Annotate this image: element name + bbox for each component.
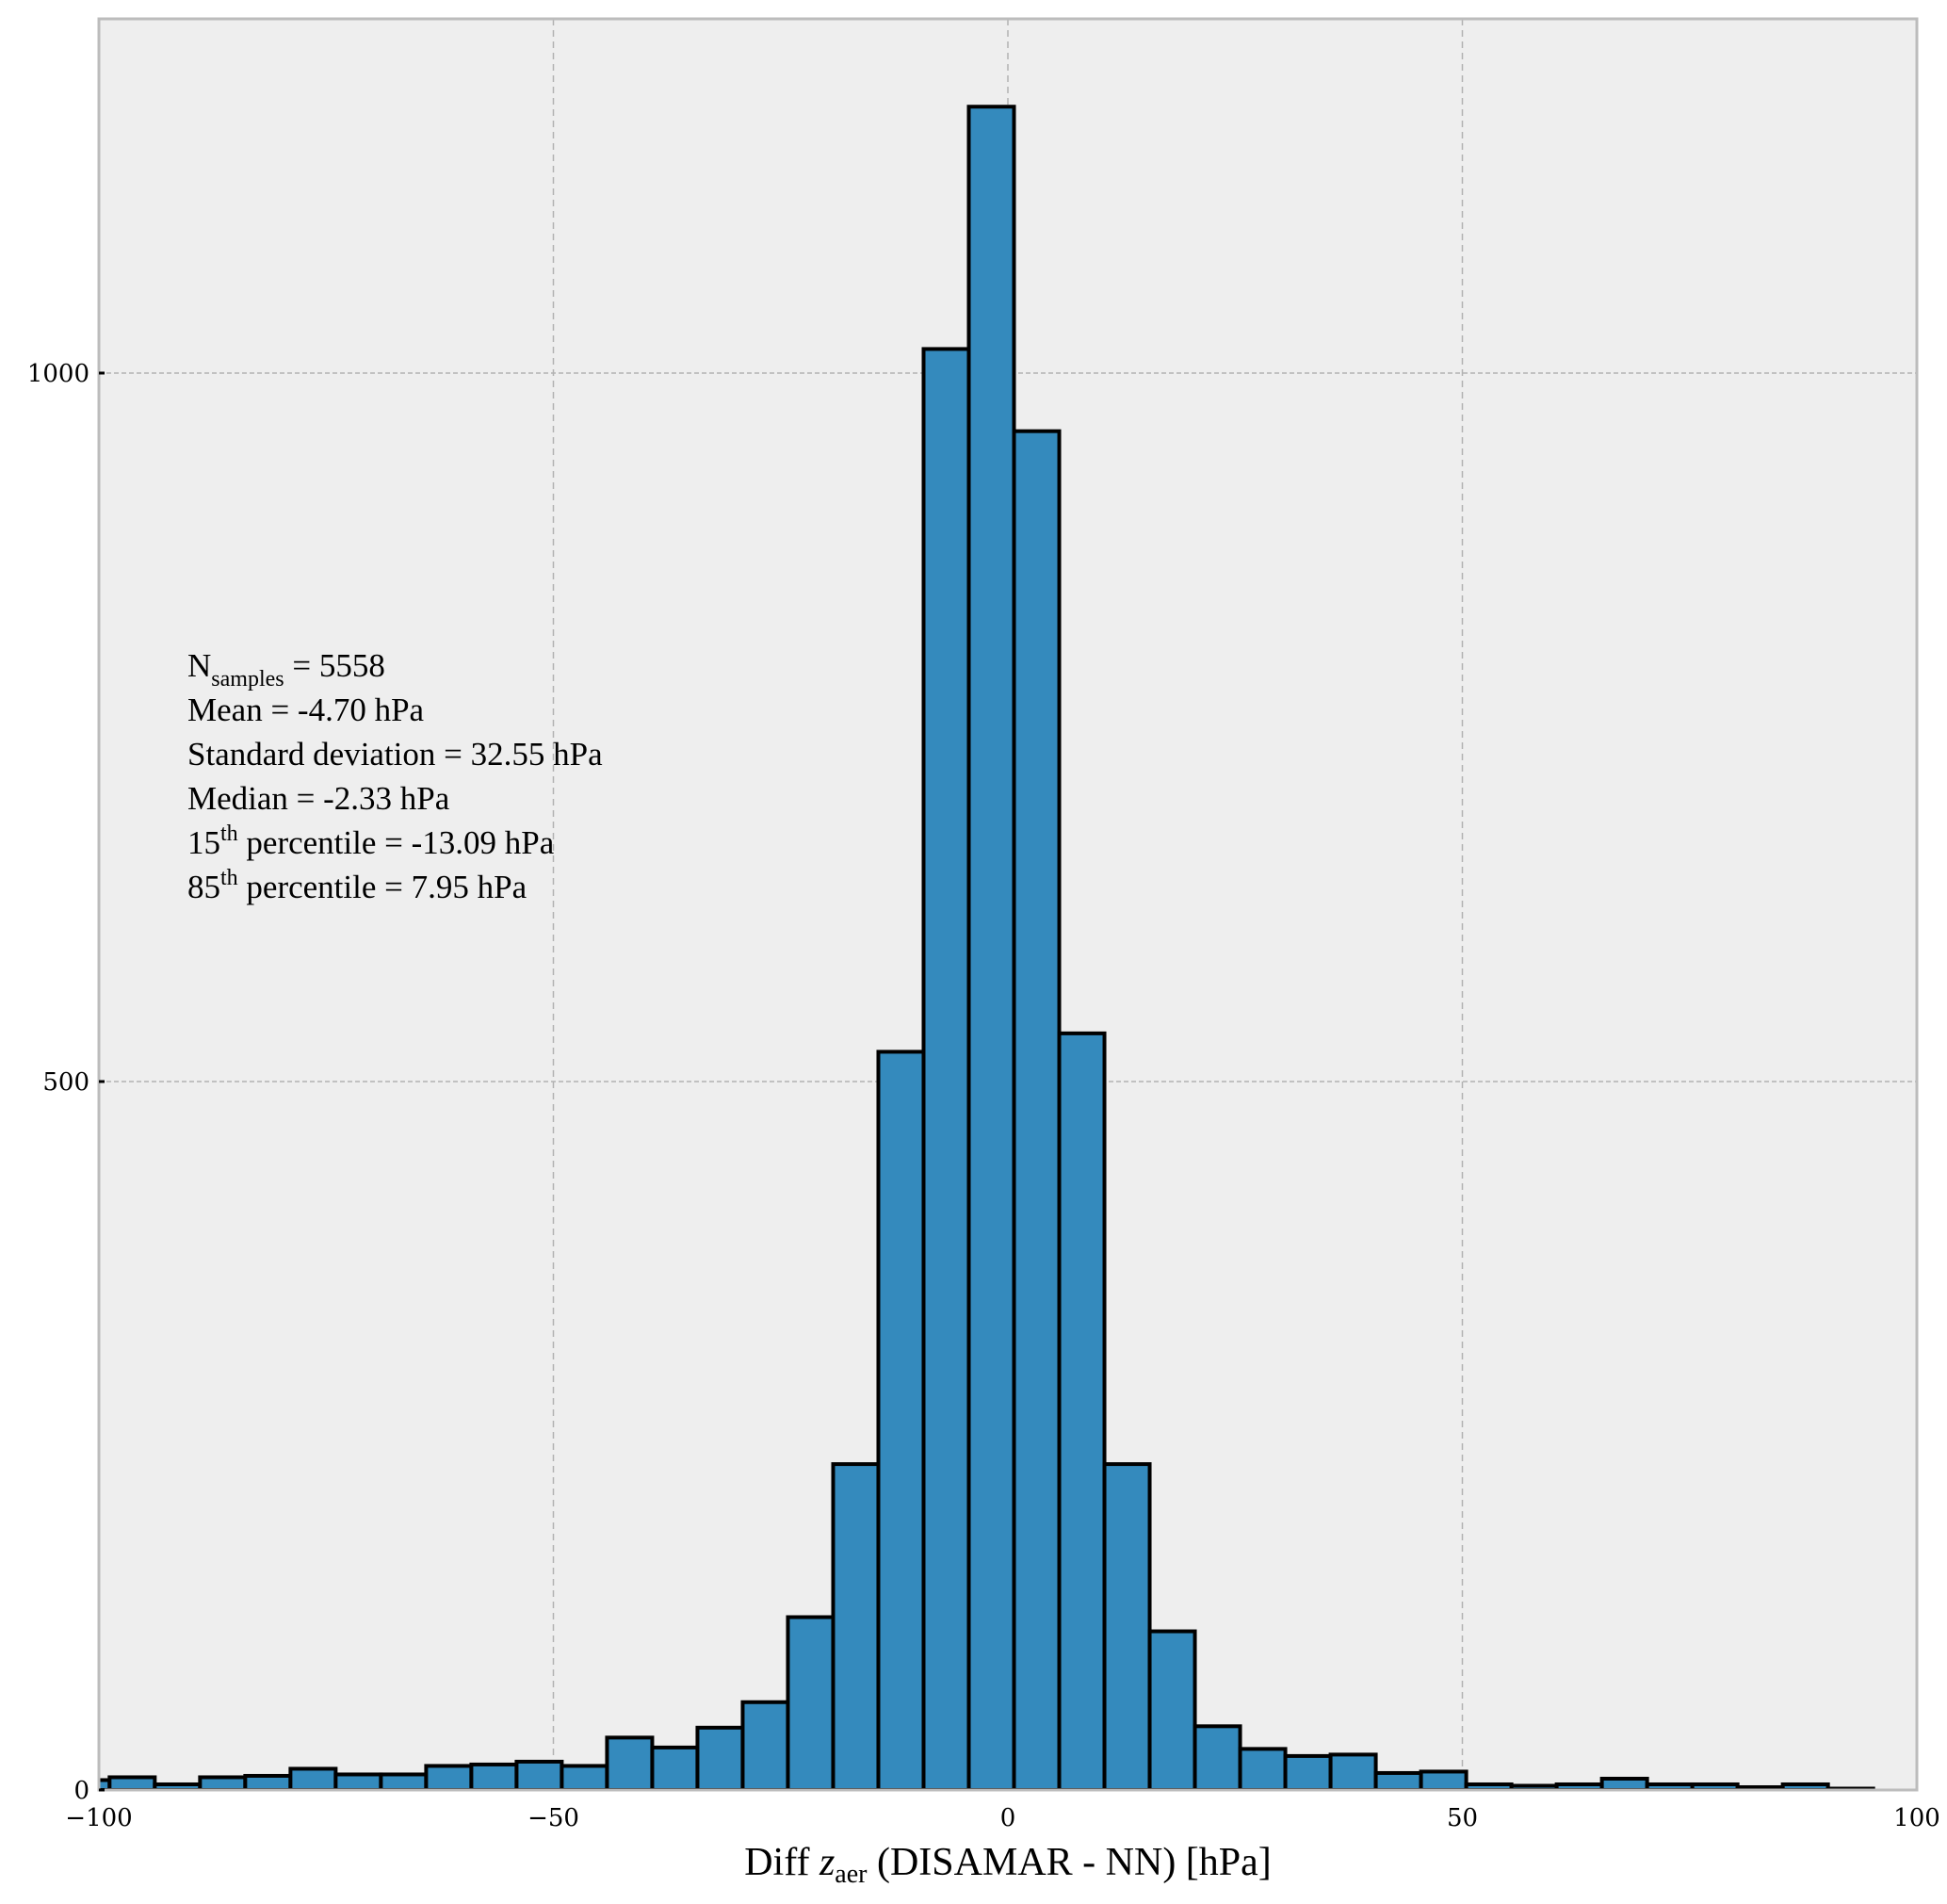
- histogram-bar: [107, 1775, 157, 1790]
- stat-n-samples: Nsamples = 5558: [187, 647, 385, 692]
- y-tick-label: 500: [42, 1068, 89, 1097]
- y-tick-label: 1000: [27, 360, 89, 388]
- histogram-bar: [1147, 1629, 1197, 1790]
- stat-mean: Mean = -4.70 hPa: [187, 692, 425, 728]
- histogram-bar: [243, 1773, 293, 1790]
- histogram-bar: [966, 105, 1016, 1790]
- histogram-bar: [1283, 1753, 1333, 1790]
- y-tick-label: 0: [73, 1777, 89, 1805]
- histogram-bar: [1057, 1031, 1107, 1790]
- stat-p85: 85th percentile = 7.95 hPa: [187, 866, 527, 905]
- histogram-bar: [786, 1615, 836, 1790]
- x-tick-label: −50: [527, 1804, 579, 1832]
- histogram-bar: [1238, 1747, 1288, 1790]
- histogram-bar: [1373, 1770, 1423, 1790]
- histogram-bar: [1419, 1769, 1468, 1790]
- bars: [99, 105, 1875, 1790]
- histogram-bar: [1328, 1752, 1378, 1790]
- x-tick-label: −100: [65, 1804, 132, 1832]
- histogram-bar: [288, 1766, 338, 1790]
- histogram-bar: [876, 1050, 926, 1790]
- plot-frame: [97, 17, 1919, 1792]
- histogram-bar: [469, 1762, 519, 1790]
- histogram-bar: [650, 1745, 700, 1790]
- stat-median: Median = -2.33 hPa: [187, 780, 450, 817]
- histogram-bar: [695, 1725, 745, 1790]
- x-tick-label: 0: [1000, 1804, 1016, 1832]
- histogram-bar: [424, 1764, 474, 1790]
- histogram-bar: [740, 1700, 790, 1790]
- histogram-bar: [1193, 1724, 1242, 1790]
- x-tick-label: 50: [1447, 1804, 1478, 1832]
- histogram-bar: [379, 1772, 429, 1790]
- x-axis-label: Diff zaer (DISAMAR - NN) [hPa]: [744, 1841, 1272, 1889]
- stat-p15: 15th percentile = -13.09 hPa: [187, 822, 555, 861]
- histogram-bar: [1599, 1776, 1649, 1790]
- histogram-bar: [605, 1735, 655, 1790]
- stat-std: Standard deviation = 32.55 hPa: [187, 736, 603, 773]
- histogram-bar: [1012, 429, 1062, 1790]
- histogram-bar: [921, 347, 971, 1790]
- histogram-bar: [560, 1764, 609, 1790]
- histogram-bar: [333, 1772, 383, 1790]
- histogram-bar: [198, 1775, 248, 1790]
- x-tick-label: 100: [1893, 1804, 1940, 1832]
- histogram-bar: [1102, 1462, 1152, 1790]
- histogram-bar: [831, 1462, 881, 1790]
- histogram-bar: [514, 1759, 564, 1790]
